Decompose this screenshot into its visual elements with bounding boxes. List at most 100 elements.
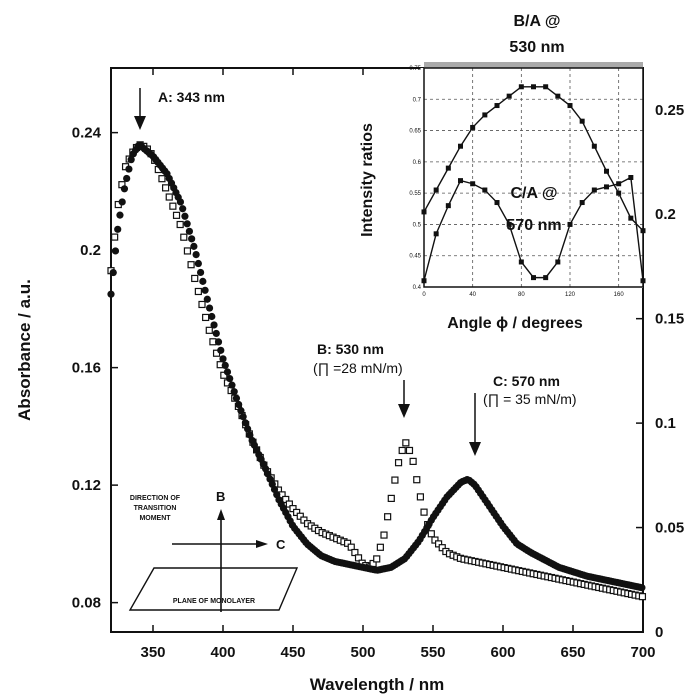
inset-point: [482, 187, 488, 193]
inset-y-tick-label: 0.75: [409, 66, 421, 72]
filled-circle-point: [246, 431, 254, 439]
diagram-plane: [128, 567, 299, 611]
filled-circle-point: [192, 250, 200, 259]
inset-point: [445, 203, 451, 209]
inset-point: [604, 184, 609, 190]
filled-circle-point: [188, 235, 196, 243]
filled-circle-point: [244, 425, 252, 433]
inset-y-tick-label: 0.55: [409, 191, 421, 197]
open-square-point: [391, 476, 399, 484]
annotation-peak-c-label: C: 570 nm: [493, 373, 560, 389]
open-square-point: [202, 313, 210, 322]
inset-point: [445, 165, 451, 171]
open-square-point: [169, 202, 177, 210]
filled-circle-point: [217, 346, 225, 354]
y2-tick-label: 0: [655, 624, 663, 641]
diagram-caption-line1: DIRECTION OF: [130, 495, 181, 502]
open-square-point: [285, 500, 293, 508]
filled-circle-point: [109, 268, 117, 277]
annotation-peak-b-label: B: 530 nm: [317, 341, 384, 357]
inset-x-tick-label: 40: [469, 292, 476, 298]
filled-circle-point: [181, 212, 189, 220]
diagram-label-c: C: [276, 537, 286, 552]
open-square-point: [398, 446, 406, 455]
open-square-point: [194, 287, 202, 296]
filled-circle-point: [205, 304, 214, 312]
x-tick-label: 350: [140, 644, 165, 661]
inset-point: [506, 93, 512, 99]
open-square-point: [420, 508, 428, 516]
inset-point: [470, 124, 476, 130]
open-square-point: [198, 300, 206, 309]
inset-chart: 0 40 80 120 1600.40.450.50.550.60.650.70.75 …: [359, 13, 646, 332]
open-square-point: [427, 530, 435, 538]
filled-circle-point: [194, 259, 202, 268]
inset-series-b-label-line2: 530 nm: [509, 39, 564, 56]
open-square-point: [289, 505, 297, 513]
x-axis-label: Wavelength / nm: [310, 675, 444, 694]
inset-title-c: C/A @ 570 nm: [506, 185, 561, 234]
annotation-peak-a: A: 343 nm: [134, 88, 225, 130]
diagram-plane-label: PLANE OF MONOLAYER: [173, 598, 255, 605]
open-square-point: [638, 593, 647, 601]
inset-point: [494, 103, 500, 109]
y-tick-label: 0.2: [80, 242, 101, 259]
diagram-caption-line3: MOMENT: [139, 515, 171, 522]
main-plot-frame: [110, 67, 644, 633]
inset-series-c-label-line1: C/A @: [510, 185, 557, 202]
inset-point: [518, 259, 524, 265]
open-square-point: [376, 543, 384, 551]
filled-circle-point: [239, 413, 247, 421]
filled-circle-point: [120, 185, 129, 193]
open-square-point: [394, 459, 403, 467]
y-tick-label: 0.12: [72, 477, 101, 494]
inset-y-tick-label: 0.65: [409, 129, 421, 135]
open-square-point: [293, 508, 301, 517]
open-square-point: [380, 531, 388, 539]
inset-axis-ticks: 0 40 80 120 160 0.4 0.45 0.5 0.55 0.6 0.65 0.7 0.75: [409, 66, 624, 298]
inset-background: [420, 68, 643, 288]
inset-series: [421, 84, 646, 284]
inset-x-tick-label: 160: [614, 292, 625, 298]
open-square-point: [431, 536, 439, 544]
inset-point: [604, 168, 609, 174]
filled-circle-point: [241, 419, 249, 427]
inset-frame: [423, 67, 644, 288]
inset-series-b-label-line1: B/A @: [513, 13, 560, 30]
main-axis-ticks: 350 400 450 500 550 600 650 7000.080.120.160.20…: [72, 68, 684, 661]
filled-circle-point: [221, 361, 229, 369]
inset-series-c-label-line2: 570 nm: [506, 217, 561, 234]
y2-tick-label: 0.25: [655, 102, 684, 119]
inset-point: [616, 190, 622, 196]
y2-tick-label: 0.05: [655, 520, 684, 537]
filled-circle-point: [223, 368, 232, 376]
open-square-point: [176, 220, 184, 229]
filled-circle-point: [210, 321, 218, 329]
inset-point: [458, 178, 463, 184]
inset-x-tick-label: 120: [565, 292, 576, 298]
open-square-point: [347, 543, 355, 551]
x-tick-label: 550: [420, 644, 445, 661]
inset-point: [591, 187, 597, 193]
filled-circle-point: [201, 286, 209, 294]
inset-title-b: B/A @ 530 nm: [509, 13, 564, 56]
filled-circle-point: [203, 295, 211, 303]
annotation-peak-b-sublabel: (∏ =28 mN/m): [313, 360, 403, 376]
inset-point: [567, 221, 573, 227]
inset-point: [543, 275, 549, 281]
inset-point: [579, 118, 585, 124]
inset-point: [555, 93, 561, 99]
inset-point: [433, 187, 439, 193]
filled-circle-point: [208, 312, 216, 321]
inset-y-tick-label: 0.7: [413, 97, 422, 103]
filled-circle-point: [111, 247, 120, 255]
annotation-peak-c-sublabel: (∏ = 35 mN/m): [483, 391, 577, 407]
inset-point: [531, 275, 536, 281]
inset-point: [616, 181, 622, 187]
diagram-label-b: B: [216, 489, 225, 504]
y-tick-label: 0.16: [72, 360, 101, 377]
inset-point: [579, 200, 585, 206]
open-square-point: [435, 540, 443, 548]
annotation-peak-c: C: 570 nm (∏ = 35 mN/m): [469, 373, 577, 456]
